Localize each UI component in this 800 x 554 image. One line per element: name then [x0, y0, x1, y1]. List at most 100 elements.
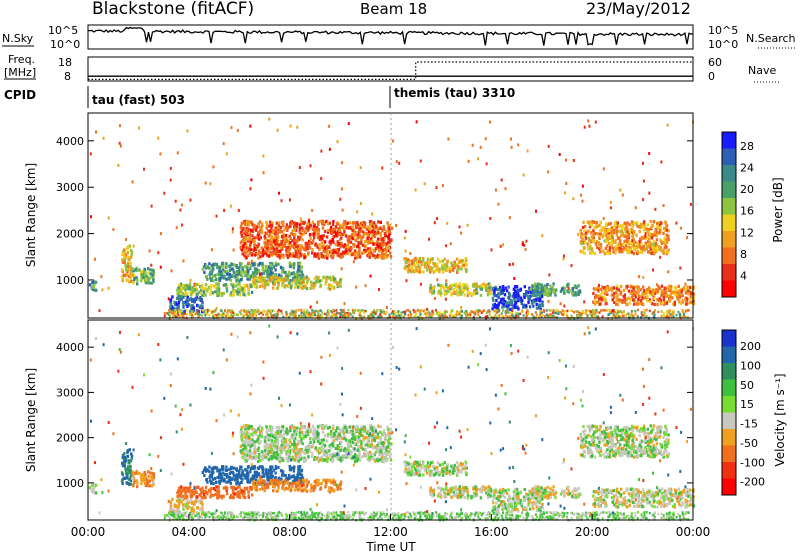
- power-cell: [617, 288, 621, 292]
- power-cell: [514, 285, 517, 289]
- power-cell: [291, 281, 294, 285]
- power-cell: [510, 298, 513, 302]
- power-cell: [669, 284, 673, 289]
- power-cell: [352, 310, 354, 313]
- power-cell: [440, 313, 443, 316]
- power-cell: [462, 288, 465, 292]
- power-cell: [267, 309, 270, 312]
- power-cell: [580, 193, 582, 197]
- power-cell: [359, 166, 362, 170]
- power-cell: [335, 280, 338, 284]
- power-cell: [543, 284, 547, 288]
- power-cell: [641, 302, 644, 306]
- power-cell: [287, 279, 290, 283]
- power-cell: [489, 288, 492, 292]
- velocity-cell: [245, 473, 248, 477]
- power-cell: [206, 310, 209, 313]
- power-cell: [228, 293, 232, 297]
- y-tick-label: 1000: [56, 274, 84, 287]
- power-cell: [582, 311, 585, 315]
- velocity-cell: [132, 484, 135, 488]
- power-cell: [640, 235, 644, 239]
- power-cell: [269, 263, 272, 268]
- velocity-cell: [195, 511, 199, 515]
- power-cell: [373, 235, 377, 239]
- power-cell: [207, 309, 210, 312]
- power-cell: [271, 221, 274, 225]
- power-cell: [389, 251, 392, 255]
- power-cell: [244, 252, 247, 256]
- power-cell: [607, 222, 611, 226]
- power-cell: [626, 239, 629, 244]
- power-cell: [191, 298, 194, 302]
- power-cell: [265, 251, 268, 255]
- power-cell: [646, 290, 650, 294]
- power-cell: [430, 315, 433, 319]
- power-cell: [289, 313, 292, 316]
- power-cell: [433, 269, 436, 273]
- power-cell: [371, 225, 374, 229]
- power-cell: [211, 291, 215, 295]
- power-cell: [360, 235, 363, 240]
- power-cell: [516, 305, 519, 309]
- power-cell: [382, 309, 385, 312]
- power-cell: [340, 236, 343, 240]
- power-cell: [341, 187, 343, 191]
- power-cell: [632, 315, 635, 318]
- power-cell: [417, 268, 420, 272]
- power-cell: [664, 286, 668, 290]
- power-cell: [627, 296, 630, 300]
- power-cell: [464, 261, 467, 265]
- power-cell: [306, 311, 309, 315]
- velocity-cell: [267, 476, 271, 480]
- power-cell: [225, 284, 229, 288]
- power-cell: [523, 303, 526, 307]
- power-cell: [303, 308, 306, 312]
- power-cell: [242, 227, 245, 231]
- power-cell: [500, 312, 503, 315]
- velocity-cell: [171, 497, 174, 501]
- power-cell: [642, 291, 646, 295]
- power-cell: [292, 271, 296, 275]
- velocity-cell: [121, 464, 125, 468]
- power-cell: [465, 268, 468, 272]
- velocity-cell: [94, 483, 98, 487]
- power-cell: [132, 244, 135, 248]
- power-cell: [317, 252, 320, 256]
- power-cell: [647, 244, 650, 248]
- power-cell: [122, 251, 125, 255]
- power-cell: [435, 268, 438, 273]
- velocity-cell: [209, 495, 212, 499]
- power-cell: [184, 292, 187, 296]
- power-cell: [228, 272, 232, 277]
- power-cell: [191, 313, 194, 317]
- power-cell: [198, 315, 201, 319]
- power-cell: [573, 311, 575, 314]
- velocity-cell: [126, 468, 130, 472]
- power-cell: [249, 187, 252, 191]
- power-cell: [382, 227, 385, 231]
- power-cell: [176, 151, 179, 155]
- power-cell: [306, 242, 309, 246]
- power-cell: [370, 220, 373, 224]
- power-cell: [178, 315, 181, 318]
- power-cell: [294, 312, 297, 316]
- power-cell: [287, 284, 291, 288]
- power-cell: [290, 232, 293, 236]
- power-cell: [269, 240, 272, 244]
- power-cell: [649, 300, 652, 304]
- power-cell: [274, 263, 278, 267]
- power-cell: [260, 275, 263, 279]
- power-cell: [299, 282, 303, 286]
- power-cell: [629, 285, 632, 289]
- power-cell: [644, 232, 647, 236]
- power-cell: [532, 293, 536, 297]
- power-cell: [297, 308, 300, 312]
- power-cell: [119, 144, 122, 148]
- power-cell: [563, 290, 566, 294]
- power-cell: [200, 310, 204, 314]
- power-cell: [494, 285, 497, 289]
- velocity-cell: [231, 495, 235, 499]
- power-cell: [688, 297, 692, 301]
- power-cell: [291, 263, 294, 267]
